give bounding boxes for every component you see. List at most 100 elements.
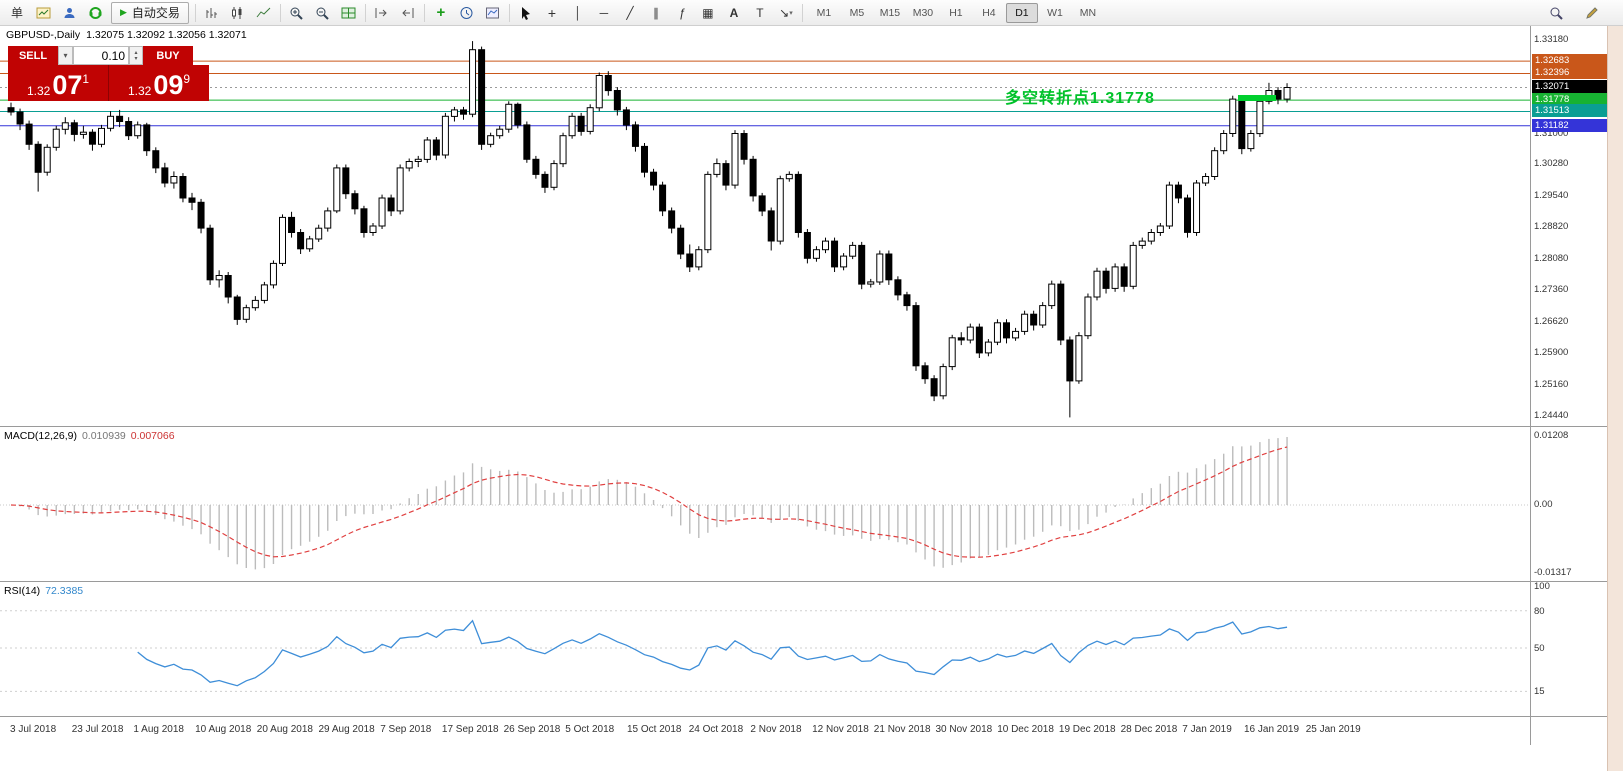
- search-icon[interactable]: [1543, 2, 1569, 24]
- text-tool-icon[interactable]: A: [729, 5, 739, 20]
- date-label: 29 Aug 2018: [318, 724, 375, 735]
- edit-pencil-icon[interactable]: [1579, 2, 1605, 24]
- rsi-chart[interactable]: [0, 582, 1530, 714]
- axis-tick-label: 0.00: [1534, 499, 1553, 510]
- timeframe-m15[interactable]: M15: [879, 6, 901, 19]
- timeframe-m1[interactable]: M1: [816, 6, 832, 19]
- buy-button[interactable]: BUY: [143, 46, 193, 65]
- axis-tick-label: 1.29540: [1534, 190, 1569, 202]
- ohlc-values: 1.32075 1.32092 1.32056 1.32071: [86, 29, 247, 41]
- market-watch-icon[interactable]: [30, 2, 56, 24]
- chart-annotation-text: 多空转折点1.31778: [1005, 90, 1155, 107]
- tile-windows-icon[interactable]: [336, 2, 362, 24]
- timeframe-h4[interactable]: H4: [982, 6, 996, 19]
- date-label: 10 Dec 2018: [997, 724, 1054, 735]
- price-axis: 1.33180 1.31000 1.30280 1.29540 1.28820 1.280…: [1532, 0, 1607, 745]
- fibonacci-tool-icon[interactable]: ƒ: [678, 5, 686, 20]
- auto-trading-button[interactable]: ▶ 自动交易: [111, 1, 189, 24]
- axis-tick-label: 1.25160: [1534, 378, 1569, 390]
- timeframe-d1[interactable]: D1: [1005, 2, 1038, 23]
- auto-trading-label: 自动交易: [131, 6, 180, 20]
- price-level-label: 1.31182: [1532, 118, 1607, 132]
- date-label: 3 Jul 2018: [10, 724, 57, 735]
- new-order-button[interactable]: 单: [10, 6, 23, 20]
- templates-icon[interactable]: [480, 2, 506, 24]
- annotation-line-segment: [1238, 95, 1276, 101]
- period-clock-icon[interactable]: [454, 2, 480, 24]
- axis-tick-label: 1.30280: [1534, 158, 1569, 170]
- vertical-scrollbar[interactable]: [1607, 26, 1623, 771]
- date-label: 20 Aug 2018: [256, 724, 313, 735]
- axis-tick-label: 1.26620: [1534, 315, 1569, 327]
- arrows-tool-icon[interactable]: ↘ ▾: [779, 5, 793, 20]
- volume-input[interactable]: [73, 46, 129, 65]
- axis-tick-label: 1.31000: [1534, 127, 1569, 139]
- macd-panel[interactable]: MACD(12,26,9) 0.010939 0.007066: [0, 427, 1607, 582]
- axis-divider: [1530, 26, 1531, 745]
- bid-price[interactable]: 1.32 07 1: [26, 70, 90, 100]
- timeframe-mn[interactable]: MN: [1079, 6, 1097, 19]
- date-label: 12 Nov 2018: [812, 724, 869, 735]
- accounts-icon[interactable]: [56, 2, 82, 24]
- axis-tick-label: 1.28080: [1534, 253, 1569, 265]
- axis-tick-label: -0.01317: [1534, 567, 1572, 578]
- date-label: 19 Dec 2018: [1058, 724, 1116, 735]
- price-level-label: 1.31778: [1532, 93, 1607, 107]
- add-indicator-icon[interactable]: +: [436, 4, 446, 21]
- candlestick-chart-type-icon[interactable]: [225, 2, 251, 24]
- trendline-tool-icon[interactable]: ╱: [626, 5, 634, 20]
- sell-button[interactable]: SELL: [8, 46, 58, 65]
- timeframe-w1[interactable]: W1: [1047, 6, 1063, 19]
- channel-tool-icon[interactable]: ∥: [652, 5, 659, 20]
- toolbar-separator: [364, 3, 366, 22]
- support-icon[interactable]: [82, 2, 108, 24]
- timeframe-m5[interactable]: M5: [849, 6, 865, 19]
- bar-chart-type-icon[interactable]: [199, 2, 225, 24]
- quote-divider: [108, 65, 109, 101]
- price-level-label: 1.32071: [1532, 80, 1607, 94]
- crosshair-tool-icon[interactable]: +: [547, 4, 557, 21]
- ask-price[interactable]: 1.32 09 9: [127, 70, 191, 100]
- toolbar-separator: [801, 3, 803, 22]
- text-label-tool-icon[interactable]: T: [756, 5, 764, 20]
- toolbar-separator: [508, 3, 510, 22]
- horizontal-line-tool-icon[interactable]: ─: [599, 5, 609, 20]
- date-label: 1 Aug 2018: [133, 724, 184, 735]
- macd-label: MACD(12,26,9) 0.010939 0.007066: [4, 430, 175, 442]
- axis-tick-label: 50: [1534, 643, 1545, 654]
- rsi-label: RSI(14) 72.3385: [4, 585, 84, 597]
- chart-shift-icon[interactable]: [369, 2, 395, 24]
- macd-chart[interactable]: [0, 427, 1530, 579]
- toolbar-separator: [194, 3, 196, 22]
- timeframe-h1[interactable]: H1: [949, 6, 963, 19]
- line-chart-type-icon[interactable]: [251, 2, 277, 24]
- axis-tick-label: 0.01208: [1534, 430, 1569, 441]
- date-label: 16 Jan 2019: [1244, 724, 1300, 735]
- toolbar-separator: [279, 3, 281, 22]
- date-label: 5 Oct 2018: [565, 724, 615, 735]
- price-chart-panel[interactable]: GBPUSD-,Daily 1.32075 1.32092 1.32056 1.3…: [0, 26, 1607, 427]
- zoom-out-icon[interactable]: [310, 2, 336, 24]
- cursor-tool-icon[interactable]: [513, 2, 539, 24]
- price-level-label: 1.32396: [1532, 66, 1607, 80]
- shapes-tool-icon[interactable]: ▦: [702, 5, 714, 20]
- vertical-line-tool-icon[interactable]: │: [574, 5, 582, 20]
- timeframe-group: M1 M5 M15 M30 H1 H4 D1 W1 MN: [808, 2, 1104, 23]
- date-label: 17 Sep 2018: [441, 724, 499, 735]
- axis-tick-label: 1.27360: [1534, 284, 1569, 296]
- volume-dropdown-icon[interactable]: ▾: [58, 46, 73, 65]
- auto-scroll-icon[interactable]: [395, 2, 421, 24]
- date-label: 10 Aug 2018: [195, 724, 252, 735]
- date-label: 2 Nov 2018: [750, 724, 802, 735]
- price-chart[interactable]: [0, 26, 1530, 426]
- price-level-label: 1.31513: [1532, 104, 1607, 118]
- one-click-trading-widget: SELL ▾ ▴ ▾ BUY 1.32 07 1 1.32 09: [8, 46, 209, 101]
- play-icon: ▶: [120, 7, 127, 17]
- zoom-in-icon[interactable]: [284, 2, 310, 24]
- date-label: 23 Jul 2018: [71, 724, 124, 735]
- timeframe-m30[interactable]: M30: [912, 6, 934, 19]
- rsi-panel[interactable]: RSI(14) 72.3385: [0, 582, 1607, 717]
- volume-stepper[interactable]: ▴ ▾: [129, 46, 143, 65]
- date-label: 26 Sep 2018: [503, 724, 561, 735]
